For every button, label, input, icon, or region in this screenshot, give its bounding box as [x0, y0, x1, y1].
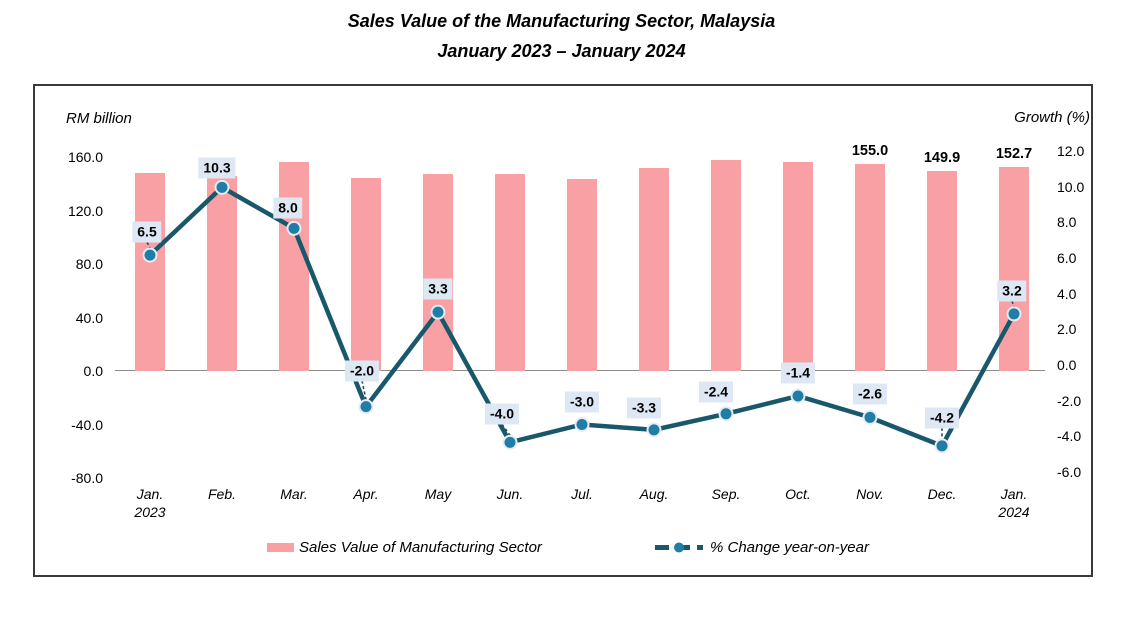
line-point-label: -2.0	[344, 360, 380, 382]
x-tick-label: Apr.	[330, 485, 402, 503]
x-tick-label: May	[402, 485, 474, 503]
left-axis-unit-label: RM billion	[66, 110, 132, 127]
line-point-label: -1.4	[780, 362, 816, 384]
x-tick-label: Feb.	[186, 485, 258, 503]
line-point-label: -3.3	[626, 397, 662, 419]
x-tick-label: Oct.	[762, 485, 834, 503]
bar	[855, 163, 885, 371]
bar-series-swatch-icon	[267, 543, 294, 552]
y-axis-tick-right: 2.0	[1057, 321, 1077, 338]
bar-value-label: 149.9	[923, 149, 961, 166]
x-tick-year: 2023	[134, 504, 166, 520]
y-axis-tick-left: -40.0	[71, 416, 103, 433]
chart-title-line1: Sales Value of the Manufacturing Sector,…	[347, 11, 776, 31]
y-axis-tick-left: 120.0	[67, 202, 103, 219]
x-tick-label: Mar.	[258, 485, 330, 503]
x-tick-month: Mar.	[280, 486, 308, 502]
line-point-label: -2.4	[698, 381, 734, 403]
x-tick-month: Jul.	[571, 486, 593, 502]
y-axis-tick-right: 8.0	[1057, 214, 1077, 231]
x-tick-month: Jan.	[1000, 486, 1028, 502]
bar	[495, 173, 525, 371]
y-axis-tick-left: 0.0	[83, 363, 103, 379]
y-axis-tick-right: 4.0	[1057, 285, 1077, 302]
y-axis-tick-left: 40.0	[75, 309, 103, 326]
bar-value-label: 152.7	[995, 145, 1033, 162]
y-axis-tick-left: 80.0	[75, 256, 103, 272]
y-axis-tick-right: -2.0	[1057, 392, 1082, 409]
x-tick-month: Oct.	[785, 486, 811, 502]
bar	[567, 178, 597, 371]
right-axis-unit-label: Growth (%)	[1014, 109, 1090, 126]
x-tick-label: Sep.	[690, 485, 762, 503]
bar	[279, 161, 309, 371]
bar-value-label: 155.0	[851, 142, 889, 159]
y-axis-tick-right: -4.0	[1057, 428, 1082, 445]
bar	[351, 178, 381, 371]
x-tick-month: May	[424, 486, 452, 502]
x-tick-month: Nov.	[856, 486, 884, 502]
y-axis-tick-left: -80.0	[71, 470, 103, 486]
x-tick-label: Nov.	[834, 485, 906, 503]
line-point-label: 3.3	[423, 278, 453, 300]
y-axis-tick-right: 0.0	[1057, 357, 1077, 373]
line-point-label: -3.0	[564, 391, 600, 412]
line-point-label: -4.2	[924, 407, 960, 429]
x-tick-label: Jan. 2023	[114, 485, 186, 521]
bar	[927, 170, 957, 371]
chart-title-line2: January 2023 – January 2024	[437, 41, 686, 61]
bar	[207, 176, 237, 371]
line-point-label: 10.3	[198, 157, 236, 179]
y-axis-tick-left: 160.0	[67, 149, 103, 165]
bar	[711, 160, 741, 371]
x-tick-label: Aug.	[618, 485, 690, 503]
bar	[999, 166, 1029, 371]
x-tick-month: Jan.	[136, 486, 164, 502]
chart-frame	[33, 84, 1093, 577]
x-tick-month: Dec.	[927, 486, 957, 502]
x-tick-month: Feb.	[207, 486, 236, 502]
line-point-label: -2.6	[852, 383, 888, 405]
y-axis-tick-right: 6.0	[1057, 250, 1077, 266]
x-tick-month: Aug.	[639, 486, 669, 502]
x-tick-month: Jun.	[496, 486, 524, 502]
x-tick-month: Sep.	[711, 486, 741, 502]
bar	[423, 173, 453, 371]
y-axis-tick-right: 12.0	[1057, 143, 1085, 159]
line-point-label: -4.0	[484, 403, 520, 425]
legend-line-label: % Change year-on-year	[710, 539, 869, 556]
y-axis-tick-right: 10.0	[1057, 178, 1085, 195]
bar	[135, 173, 165, 371]
line-series-swatch-icon	[655, 542, 703, 553]
bar	[639, 167, 669, 371]
x-tick-label: Dec.	[906, 485, 978, 503]
x-tick-year: 2024	[998, 504, 1030, 520]
line-point-label: 6.5	[132, 221, 162, 243]
x-tick-label: Jul.	[546, 485, 618, 503]
y-axis-tick-right: -6.0	[1057, 464, 1082, 480]
x-tick-label: Jan. 2024	[978, 485, 1050, 521]
legend-bar-label: Sales Value of Manufacturing Sector	[299, 539, 542, 556]
bar	[783, 161, 813, 371]
x-tick-month: Apr.	[353, 486, 379, 502]
line-point-label: 3.2	[997, 280, 1027, 302]
line-point-label: 8.0	[273, 197, 303, 219]
x-tick-label: Jun.	[474, 485, 546, 503]
chart-title: Sales Value of the Manufacturing Sector,…	[0, 6, 1123, 66]
